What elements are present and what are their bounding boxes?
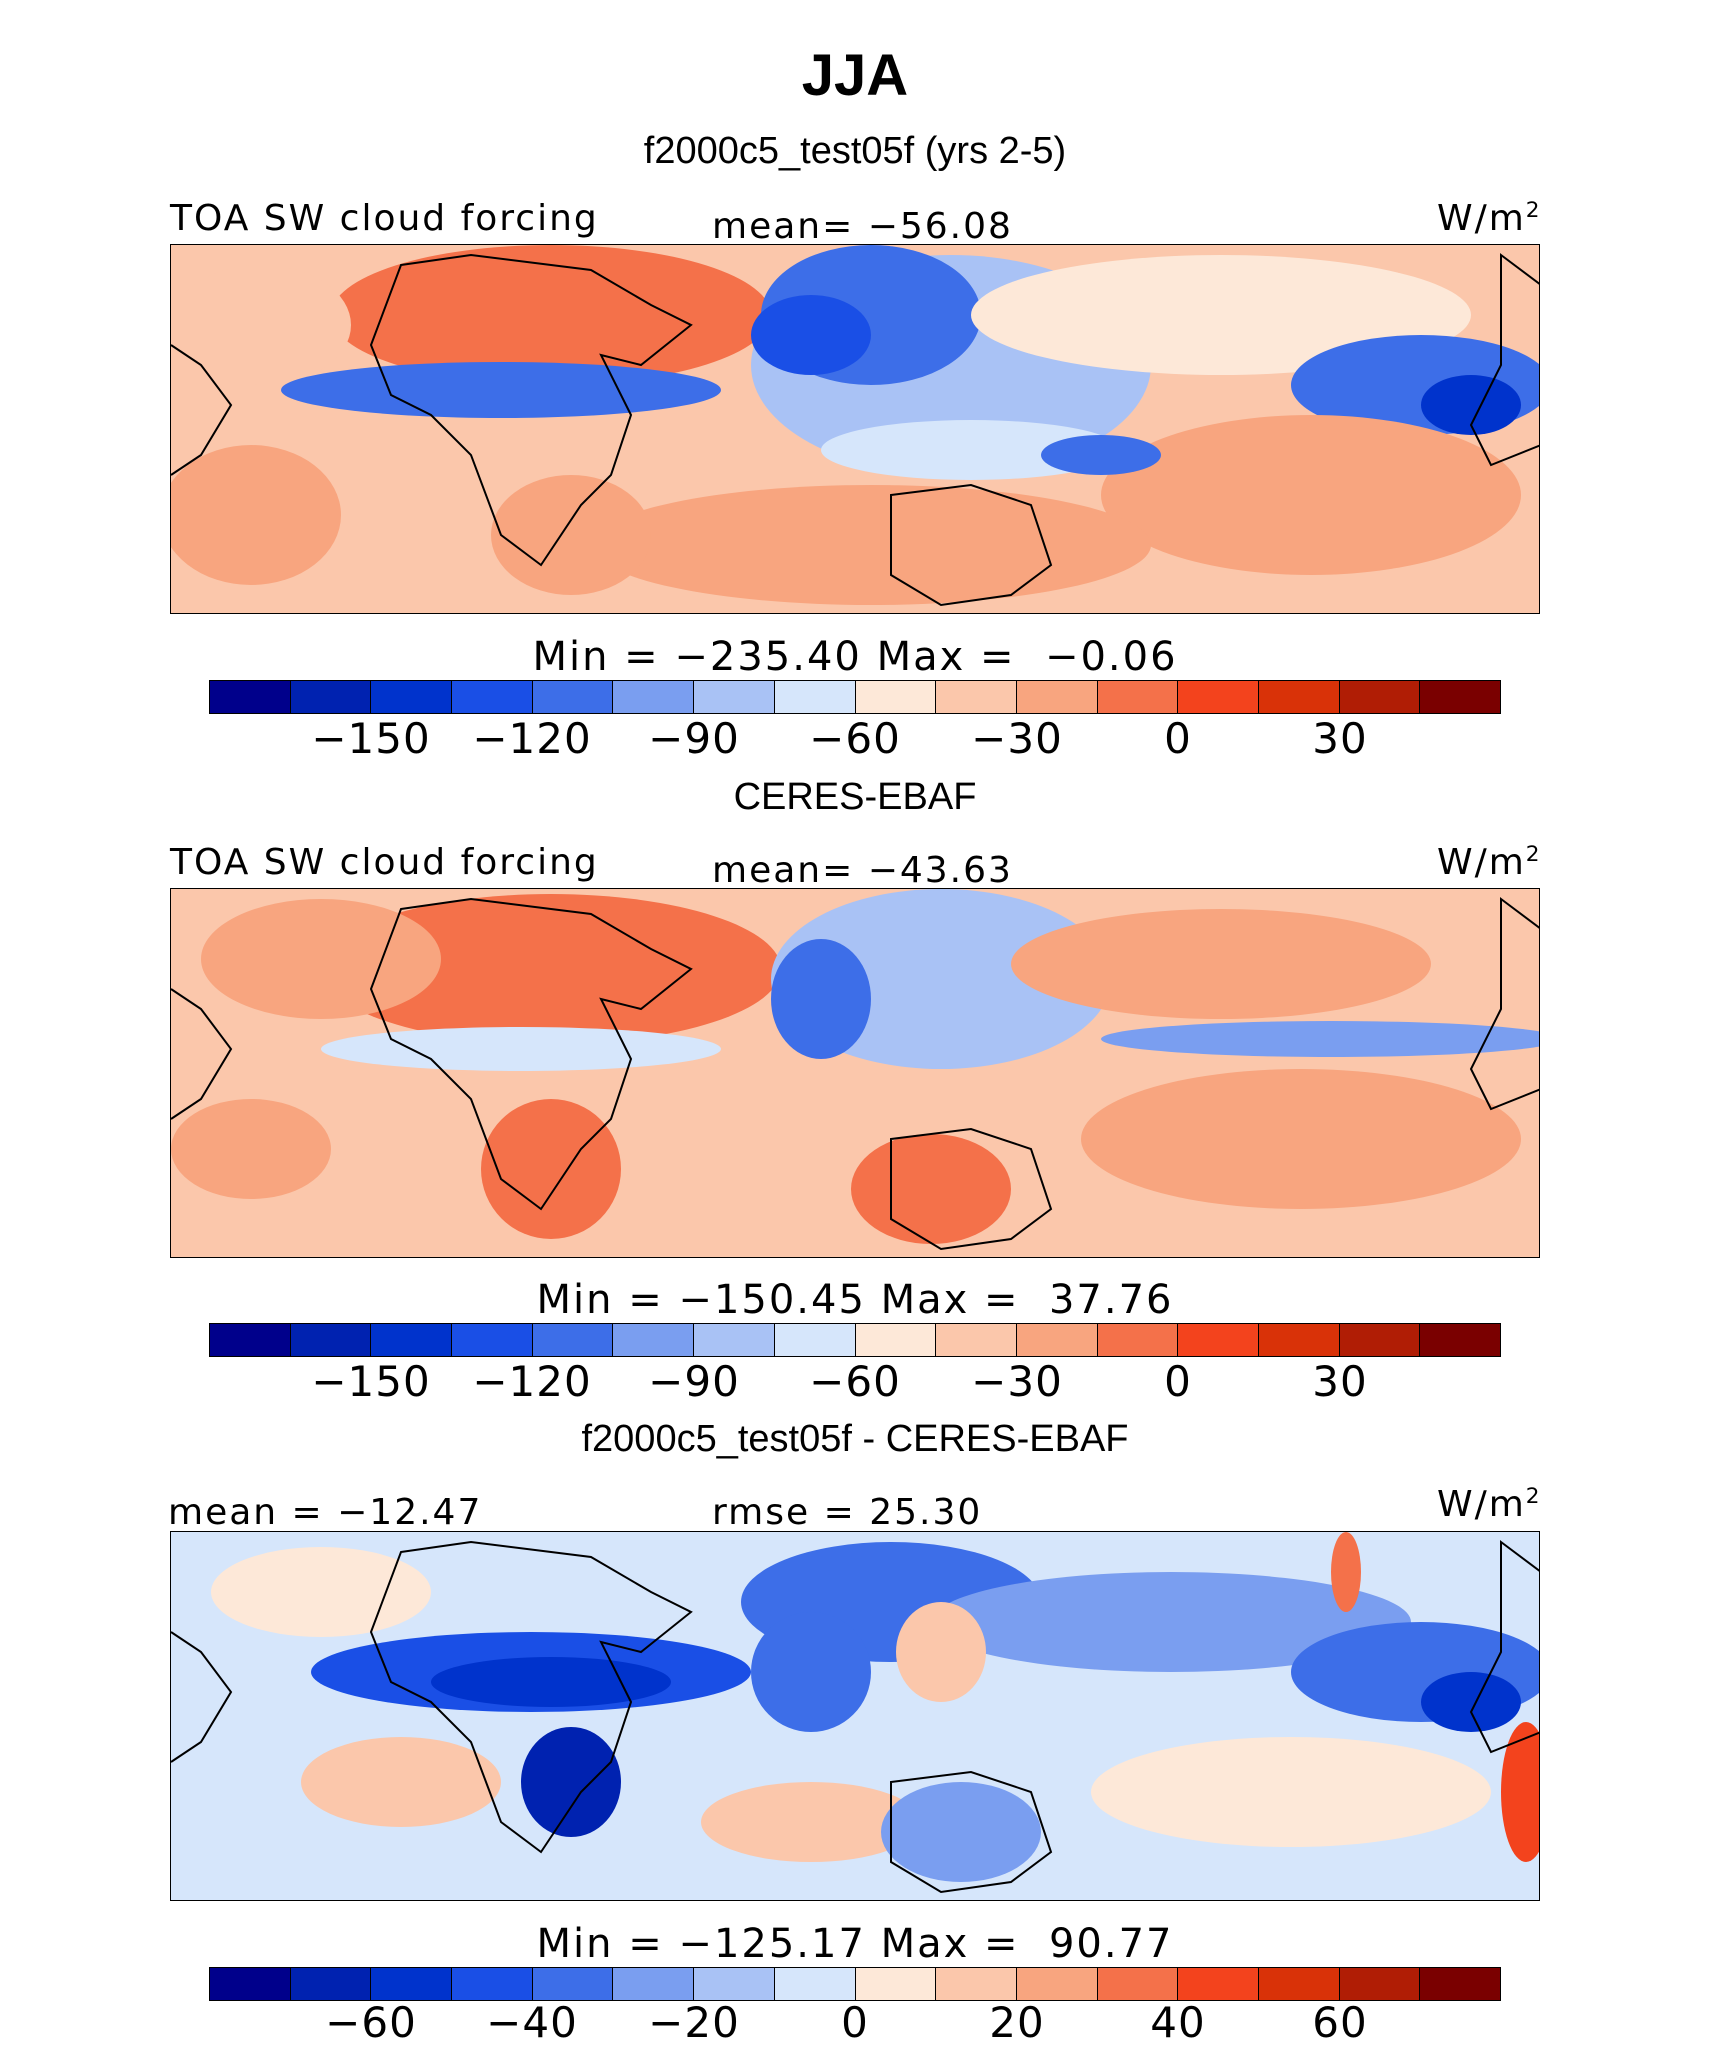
panel3-colorbar-tick: 0 [841,1998,869,2047]
panel2-map-field [171,889,1539,1257]
panel2-colorbar-tick: −150 [311,1357,431,1406]
panel1-map [170,244,1540,614]
panel1-units: W/m2 [1437,198,1542,239]
panel3-colorbar [209,1967,1501,2001]
panel1-map-field [171,245,1539,613]
panel2-units: W/m2 [1437,842,1542,883]
panel3-colorbar-tick: 60 [1312,1998,1368,2047]
panel3-map [170,1531,1540,1901]
panel1-variable-label: TOA SW cloud forcing [170,198,599,239]
panel3-minmax: Min = −125.17 Max = 90.77 [536,1921,1174,1967]
panel3-colorbar-tick: 20 [989,1998,1045,2047]
panel1-colorbar-tick: −120 [472,714,592,763]
panel2-mean-label: mean= −43.63 [712,850,1013,891]
panel3-colorbar-tick: −60 [325,1998,417,2047]
panel2-variable-label: TOA SW cloud forcing [170,842,599,883]
panel3-title: f2000c5_test05f - CERES-EBAF [581,1418,1129,1460]
panel2-colorbar [209,1323,1501,1357]
panel2-colorbar-tick: 0 [1164,1357,1192,1406]
panel3-units: W/m2 [1437,1484,1542,1525]
panel1-title: f2000c5_test05f (yrs 2-5) [643,130,1067,172]
panel3-colorbar-tick: −40 [486,1998,578,2047]
panel2-colorbar-tick: 30 [1312,1357,1368,1406]
panel1-colorbar-tick: −30 [971,714,1063,763]
panel2-colorbar-tick: −120 [472,1357,592,1406]
panel1-mean-label: mean= −56.08 [712,206,1013,247]
panel3-mean-label: mean = −12.47 [168,1492,483,1533]
panel3-colorbar-tick: 40 [1150,1998,1206,2047]
panel2-colorbar-tick: −60 [809,1357,901,1406]
panel1-colorbar-tick: 0 [1164,714,1192,763]
panel3-rmse-label: rmse = 25.30 [712,1492,983,1533]
panel2-map [170,888,1540,1258]
panel2-colorbar-tick: −90 [648,1357,740,1406]
panel1-minmax: Min = −235.40 Max = −0.06 [532,634,1178,680]
panel1-colorbar-tick: 30 [1312,714,1368,763]
panel1-colorbar-tick: −60 [809,714,901,763]
panel2-minmax: Min = −150.45 Max = 37.76 [536,1277,1174,1323]
panel1-colorbar-tick: −150 [311,714,431,763]
panel1-colorbar-tick: −90 [648,714,740,763]
panel3-colorbar-tick: −20 [648,1998,740,2047]
panel2-title: CERES-EBAF [733,776,977,818]
panel1-colorbar [209,680,1501,714]
figure-title: JJA [801,43,909,108]
panel3-map-field [171,1532,1539,1900]
panel2-colorbar-tick: −30 [971,1357,1063,1406]
